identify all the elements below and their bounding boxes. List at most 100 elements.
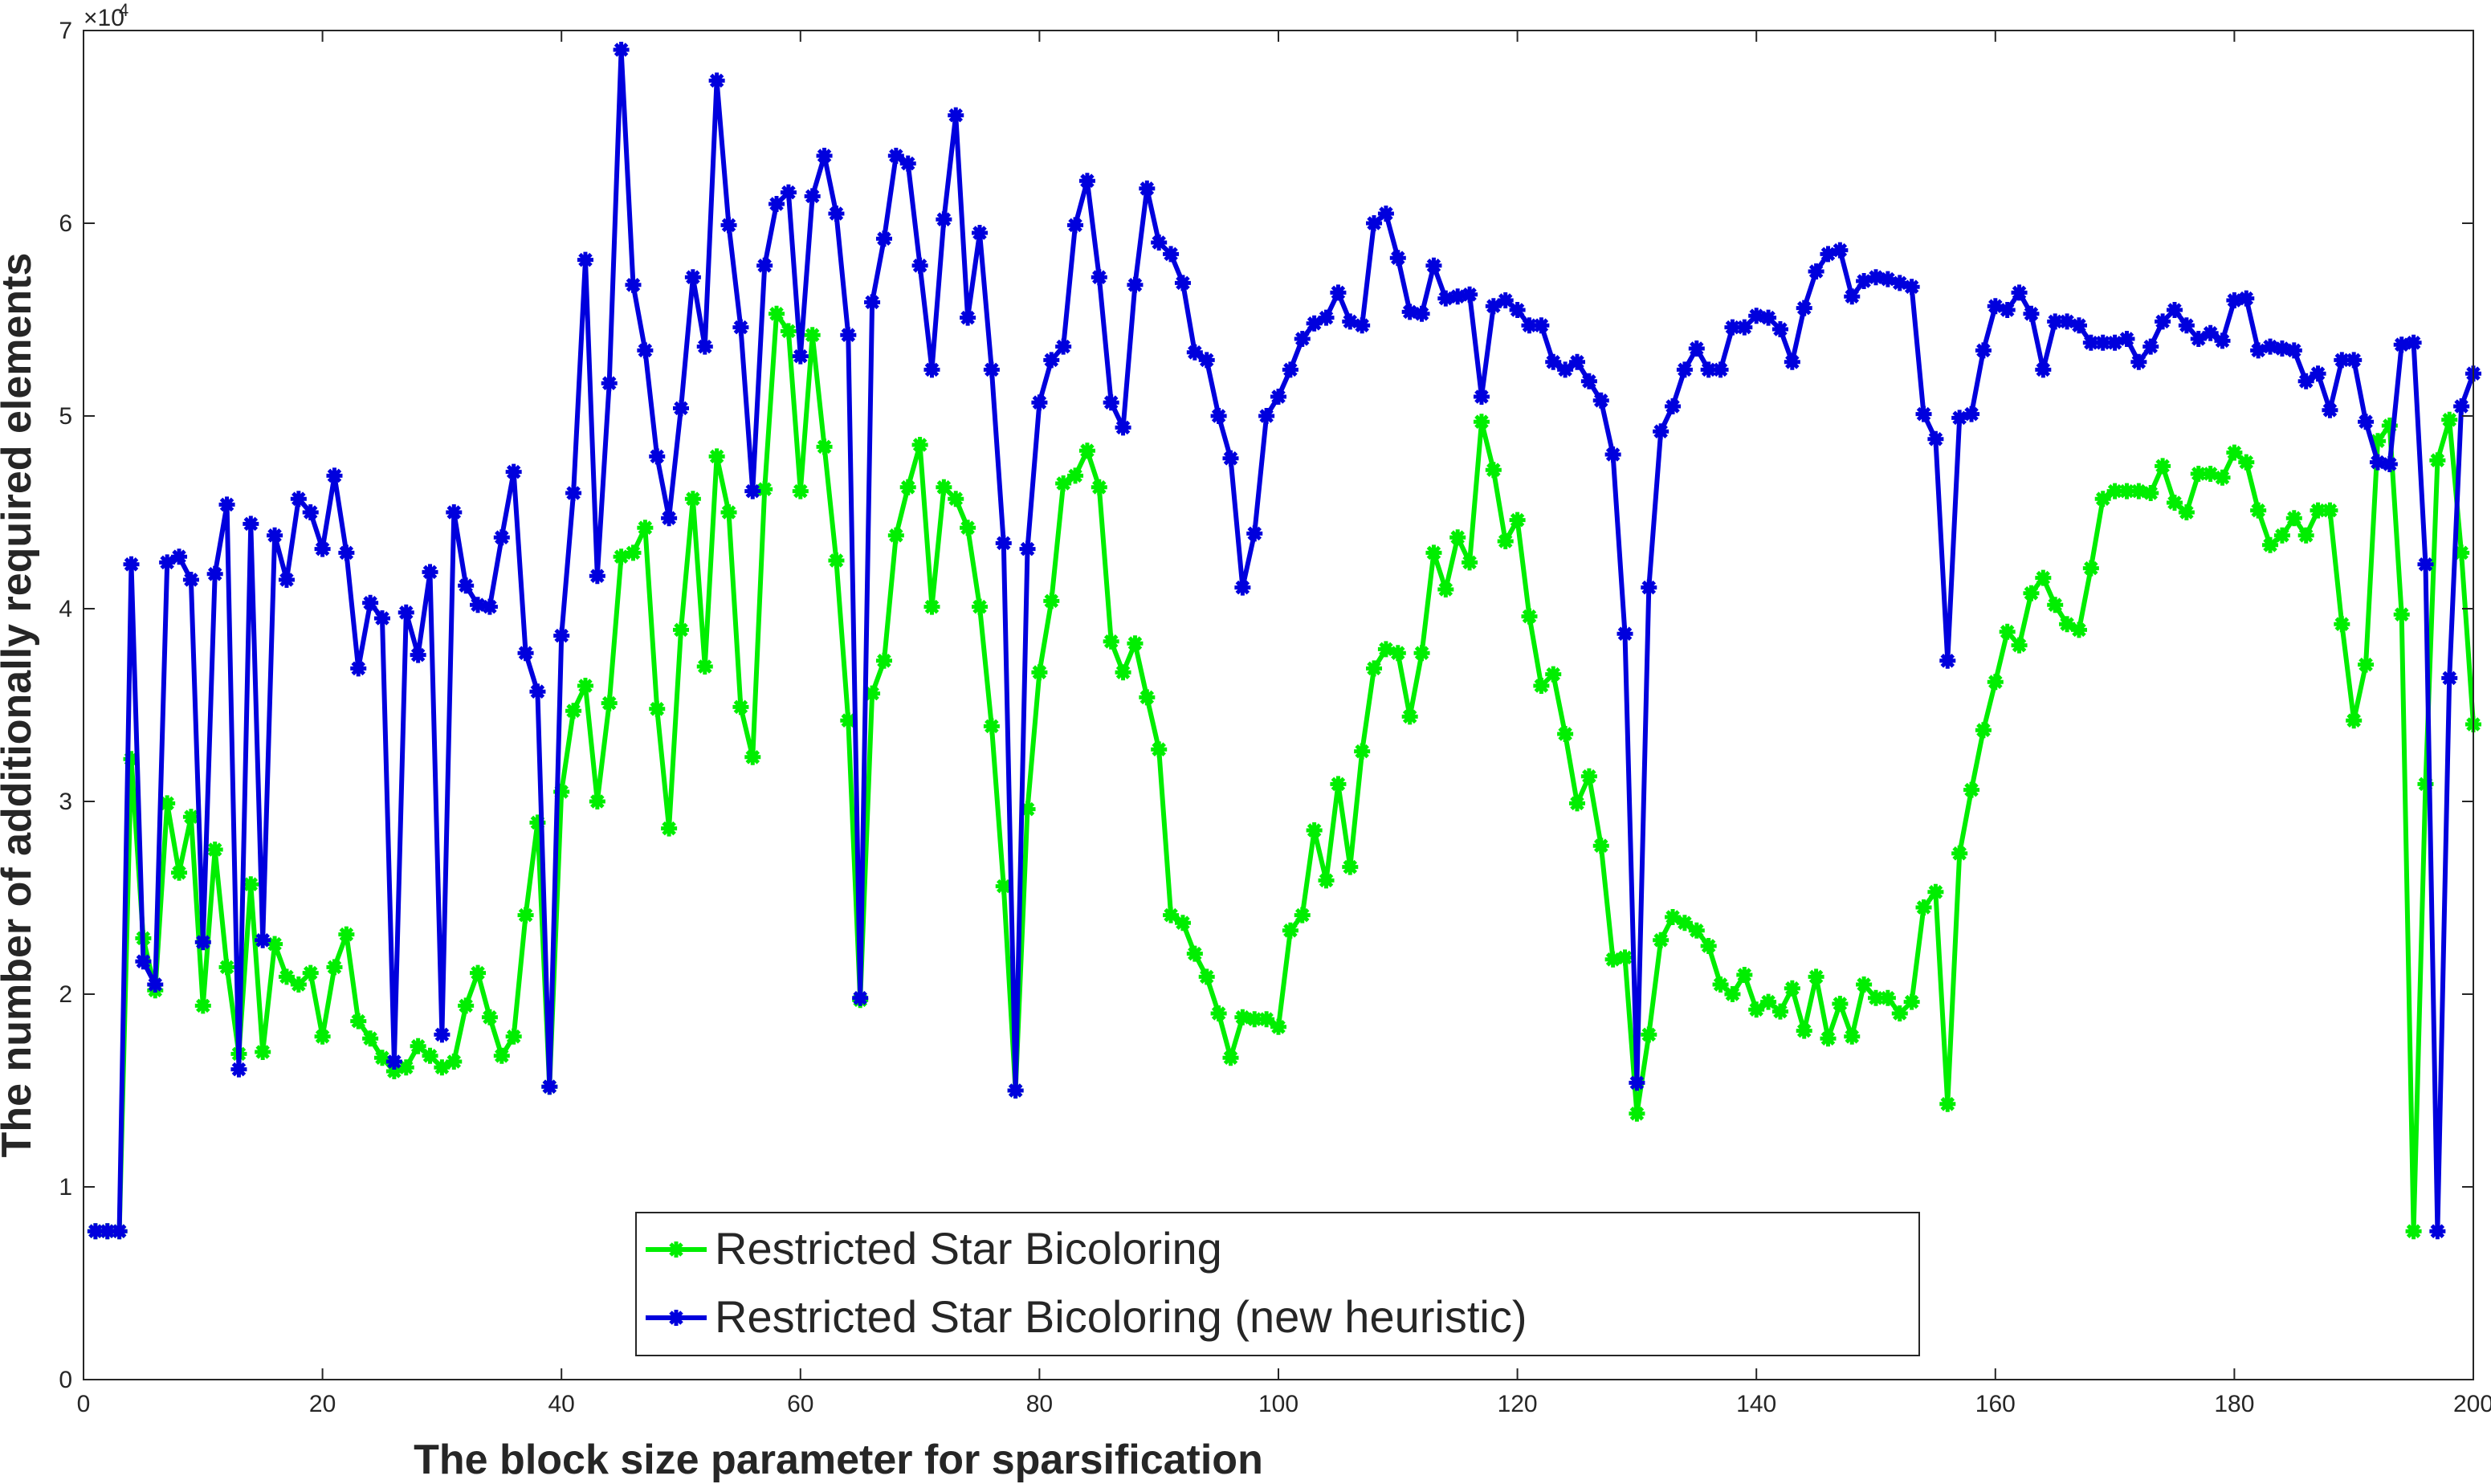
data-point [1151, 234, 1168, 251]
data-point [1951, 845, 1968, 862]
data-point [2285, 342, 2302, 359]
data-point [385, 1054, 402, 1070]
data-point [1748, 308, 1765, 324]
data-point [1784, 353, 1800, 370]
data-point [2130, 483, 2147, 499]
data-point [1700, 361, 1717, 378]
y-axis-ticks: 0 1 2 3 4 5 6 7 [59, 18, 2473, 1393]
y-tick-label: 7 [59, 18, 72, 44]
data-point [1653, 932, 1670, 948]
data-point [171, 864, 188, 881]
data-point [326, 467, 343, 484]
data-point [1115, 664, 1131, 681]
data-point [2059, 313, 2076, 330]
data-point [684, 269, 701, 286]
y-axis-label: The number of additionally required elem… [0, 253, 40, 1158]
data-point [1043, 352, 1060, 369]
data-point [278, 968, 295, 985]
data-point [2070, 622, 2087, 638]
data-point [2047, 313, 2064, 330]
data-point [1616, 626, 1633, 642]
data-point [625, 544, 642, 561]
data-point [2441, 411, 2458, 428]
data-point [1234, 1009, 1251, 1025]
data-point [2094, 334, 2111, 351]
data-point [2273, 527, 2290, 544]
data-point [960, 520, 976, 536]
data-point [1700, 938, 1717, 954]
data-point [422, 564, 438, 581]
x-axis-label: The block size parameter for sparsificat… [414, 1437, 1263, 1483]
data-point [1007, 1082, 1024, 1099]
data-point [1665, 909, 1682, 925]
data-point [816, 438, 833, 455]
data-point [1915, 899, 1932, 915]
y-tick-label: 2 [59, 981, 72, 1008]
data-point [1856, 976, 1873, 993]
data-point [2369, 454, 2386, 471]
data-point [2297, 527, 2314, 544]
data-point [2297, 373, 2314, 389]
data-point [1366, 660, 1383, 677]
data-point [1796, 300, 1812, 316]
data-point [1282, 922, 1298, 939]
data-point [470, 597, 487, 614]
data-point [1545, 666, 1562, 683]
data-point [1580, 373, 1597, 389]
data-point [899, 479, 916, 495]
data-point [147, 976, 164, 993]
data-point [326, 959, 343, 976]
data-point [1401, 708, 1418, 725]
data-point [2082, 560, 2099, 577]
data-point [792, 483, 809, 499]
data-point [2453, 544, 2470, 561]
data-point [505, 1028, 522, 1045]
data-point [887, 527, 904, 544]
x-tick-label: 140 [1736, 1391, 1776, 1417]
data-point [2155, 313, 2171, 330]
data-point [2023, 585, 2040, 601]
data-point [1868, 989, 1884, 1006]
data-point [410, 1038, 426, 1054]
data-point [936, 479, 952, 495]
data-point [708, 448, 725, 465]
data-point [2369, 433, 2386, 450]
y-tick-label: 4 [59, 596, 72, 622]
data-point [1449, 288, 1466, 305]
data-point [314, 1028, 331, 1045]
data-point [948, 491, 964, 508]
data-point [2202, 466, 2219, 482]
data-point [2346, 352, 2363, 369]
data-point [1246, 1011, 1263, 1028]
data-point [362, 1030, 379, 1047]
data-point [2094, 491, 2111, 508]
data-point [206, 842, 223, 858]
data-point [1139, 180, 1156, 197]
data-point [1891, 1005, 1908, 1021]
data-point [1294, 907, 1311, 923]
data-point [2202, 324, 2219, 341]
data-point [1604, 446, 1621, 463]
data-point [1569, 795, 1585, 812]
data-point [1485, 462, 1502, 479]
data-point [756, 481, 773, 498]
data-point [601, 375, 618, 392]
data-point [1198, 352, 1215, 369]
data-point [1210, 408, 1227, 424]
data-point [1844, 1028, 1861, 1045]
data-point [290, 976, 307, 993]
data-point [2250, 342, 2267, 359]
data-point [1462, 286, 1478, 303]
data-point [1174, 915, 1191, 932]
data-point [2226, 444, 2243, 461]
data-point [1724, 319, 1741, 336]
data-point [1724, 986, 1741, 1002]
data-point [2393, 606, 2410, 623]
data-point [1078, 442, 1095, 459]
data-point [852, 989, 869, 1006]
data-point [1342, 858, 1359, 875]
data-point [2190, 331, 2207, 347]
data-point [1078, 173, 1095, 190]
data-point [1258, 1011, 1275, 1028]
data-point [302, 504, 319, 520]
